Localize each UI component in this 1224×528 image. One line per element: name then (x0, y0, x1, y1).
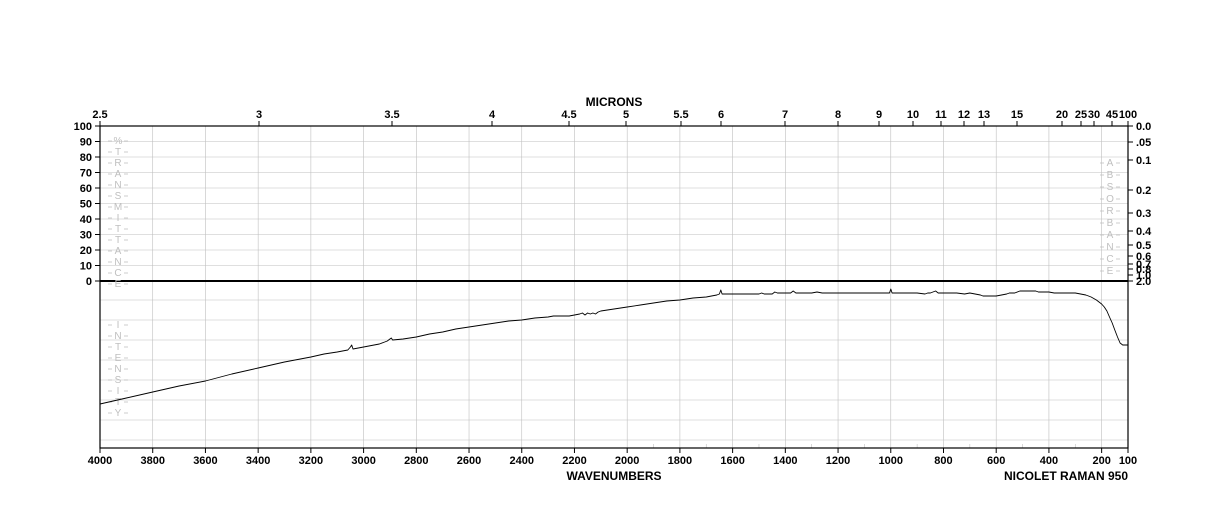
top-tick-label: 20 (1056, 109, 1068, 121)
svg-text:Y: Y (115, 408, 122, 419)
top-tick-label: 6 (718, 109, 724, 121)
bottom-tick-label: 100 (1119, 455, 1137, 467)
svg-text:A: A (1107, 230, 1114, 241)
svg-text:R: R (114, 158, 121, 169)
svg-text:T: T (115, 147, 121, 158)
top-tick-label: 11 (935, 109, 947, 121)
bottom-tick-label: 4000 (88, 455, 112, 467)
svg-text:I: I (117, 213, 120, 224)
svg-text:A: A (1107, 158, 1114, 169)
spectrum-chart: MICRONS2.533.544.555.5678910111213152025… (0, 0, 1224, 528)
bottom-tick-label: 1800 (668, 455, 692, 467)
svg-text:O: O (1106, 194, 1114, 205)
top-tick-label: 5.5 (673, 109, 688, 121)
top-tick-label: 100 (1119, 109, 1137, 121)
top-tick-label: 4.5 (561, 109, 576, 121)
bottom-tick-label: 1000 (879, 455, 903, 467)
bottom-tick-label: 2200 (562, 455, 586, 467)
bottom-tick-label: 3400 (246, 455, 270, 467)
svg-text:S: S (115, 191, 122, 202)
left-tick-label: 40 (80, 214, 92, 226)
bottom-tick-label: 2600 (457, 455, 481, 467)
bottom-tick-label: 3200 (299, 455, 323, 467)
svg-text:N: N (1106, 242, 1113, 253)
top-tick-label: 5 (623, 109, 629, 121)
svg-text:T: T (115, 235, 121, 246)
bottom-tick-label: 3800 (140, 455, 164, 467)
top-tick-label: 9 (876, 109, 882, 121)
top-tick-label: 8 (835, 109, 841, 121)
bottom-tick-label: 400 (1040, 455, 1058, 467)
svg-text:S: S (115, 375, 122, 386)
svg-text:R: R (1106, 206, 1113, 217)
right-tick-label: 0.4 (1136, 226, 1152, 238)
top-tick-label: 2.5 (92, 109, 107, 121)
svg-text:N: N (114, 180, 121, 191)
instrument-label: NICOLET RAMAN 950 (1004, 469, 1128, 483)
right-tick-label: 0.2 (1136, 185, 1151, 197)
right-tick-label: 0.3 (1136, 208, 1151, 220)
right-tick-label: 0.0 (1136, 121, 1151, 133)
left-tick-label: 90 (80, 137, 92, 149)
svg-text:N: N (114, 331, 121, 342)
svg-text:N: N (114, 364, 121, 375)
bottom-tick-label: 2000 (615, 455, 639, 467)
top-tick-label: 12 (958, 109, 970, 121)
svg-text:I: I (117, 386, 120, 397)
left-tick-label: 80 (80, 152, 92, 164)
top-tick-label: 3 (256, 109, 262, 121)
bottom-tick-label: 2400 (510, 455, 534, 467)
top-tick-label: 7 (782, 109, 788, 121)
svg-text:A: A (115, 169, 122, 180)
chart-svg: MICRONS2.533.544.555.5678910111213152025… (0, 0, 1224, 528)
bottom-tick-label: 1400 (773, 455, 797, 467)
svg-text:E: E (115, 353, 122, 364)
left-tick-label: 20 (80, 245, 92, 257)
bottom-tick-label: 3600 (193, 455, 217, 467)
svg-text:A: A (115, 246, 122, 257)
left-tick-label: 10 (80, 261, 92, 273)
top-tick-label: 13 (978, 109, 990, 121)
svg-text:B: B (1107, 170, 1114, 181)
bottom-tick-label: 3000 (351, 455, 375, 467)
bottom-tick-label: 600 (987, 455, 1005, 467)
svg-text:T: T (115, 397, 121, 408)
top-tick-label: 3.5 (384, 109, 399, 121)
top-axis-title: MICRONS (586, 95, 643, 109)
top-tick-label: 45 (1106, 109, 1118, 121)
left-tick-label: 100 (74, 121, 92, 133)
svg-text:N: N (114, 257, 121, 268)
bottom-tick-label: 2800 (404, 455, 428, 467)
left-tick-label: 70 (80, 168, 92, 180)
top-tick-label: 15 (1011, 109, 1023, 121)
right-tick-label: .05 (1136, 137, 1151, 149)
top-tick-label: 4 (489, 109, 496, 121)
bottom-tick-label: 200 (1092, 455, 1110, 467)
right-tick-label: 2.0 (1136, 276, 1151, 288)
svg-text:E: E (115, 279, 122, 290)
svg-text:T: T (115, 342, 121, 353)
svg-text:S: S (1107, 182, 1114, 193)
svg-text:B: B (1107, 218, 1114, 229)
svg-text:%: % (114, 136, 123, 147)
left-tick-label: 50 (80, 199, 92, 211)
right-tick-label: 0.1 (1136, 155, 1151, 167)
svg-text:E: E (1107, 266, 1114, 277)
bottom-tick-label: 800 (934, 455, 952, 467)
left-tick-label: 30 (80, 230, 92, 242)
svg-text:C: C (114, 268, 121, 279)
svg-text:C: C (1106, 254, 1113, 265)
left-tick-label: 0 (86, 276, 92, 288)
top-tick-label: 10 (907, 109, 919, 121)
bottom-axis-title: WAVENUMBERS (566, 469, 661, 483)
top-tick-label: 30 (1088, 109, 1100, 121)
left-tick-label: 60 (80, 183, 92, 195)
bottom-tick-label: 1200 (826, 455, 850, 467)
svg-text:T: T (115, 224, 121, 235)
svg-text:I: I (117, 320, 120, 331)
bottom-tick-label: 1600 (720, 455, 744, 467)
svg-text:M: M (114, 202, 122, 213)
top-tick-label: 25 (1075, 109, 1087, 121)
